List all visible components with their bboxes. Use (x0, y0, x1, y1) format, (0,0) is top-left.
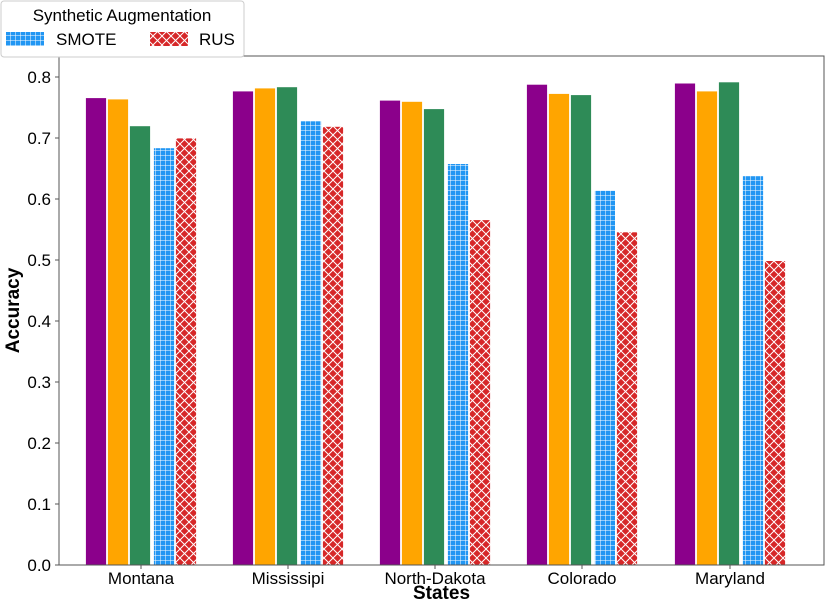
bar-series-1-colorado (526, 83, 548, 566)
x-tick-group: Montana Mississipi North-Dakota Colorado Mar… (108, 565, 765, 588)
bar-series-2-mississipi (254, 87, 276, 566)
bar-rus-mississipi (322, 126, 344, 566)
bar-rus-north-dakota (469, 219, 491, 566)
bar-series-3-colorado (570, 94, 592, 566)
x-axis-title: States (413, 583, 470, 604)
legend-label-rus: RUS (199, 30, 235, 49)
legend-swatch-rus (150, 32, 188, 46)
plot-frame (58, 55, 825, 566)
x-tick-label: North-Dakota (384, 569, 486, 588)
bar-series-2-montana (107, 98, 129, 566)
bar-smote-montana (153, 147, 175, 566)
legend: Synthetic Augmentation SMOTE RUS (0, 0, 245, 58)
y-tick-label: 0.6 (27, 190, 51, 209)
bar-series-2-north-dakota (401, 101, 423, 566)
bar-series-2-maryland (696, 90, 718, 566)
bar-series-1-mississipi (232, 90, 254, 566)
bar-smote-mississipi (300, 120, 322, 566)
bar-smote-colorado (594, 190, 616, 566)
bar-series-1-north-dakota (379, 99, 401, 566)
bar-rus-montana (175, 137, 197, 566)
legend-title: Synthetic Augmentation (33, 6, 212, 25)
y-tick-label: 0.2 (27, 434, 51, 453)
y-tick-label: 0.1 (27, 495, 51, 514)
x-tick-label: Colorado (548, 569, 617, 588)
y-tick-label: 0.8 (27, 68, 51, 87)
y-tick-label: 0.0 (27, 556, 51, 575)
y-axis-title: Accuracy (3, 267, 24, 353)
bar-series-1-montana (85, 97, 107, 566)
y-tick-label: 0.3 (27, 373, 51, 392)
legend-label-smote: SMOTE (56, 30, 116, 49)
legend-swatch-smote (6, 32, 44, 46)
y-tick-group: 0.0 0.1 0.2 0.3 0.4 0.5 0.6 0.7 0.8 (27, 68, 59, 575)
bar-rus-colorado (616, 231, 638, 566)
x-tick-label: Maryland (695, 569, 765, 588)
bar-smote-maryland (742, 175, 764, 566)
bars-group (85, 81, 786, 566)
bar-series-3-mississipi (276, 86, 298, 566)
bar-smote-north-dakota (447, 163, 469, 566)
y-tick-label: 0.4 (27, 312, 51, 331)
bar-series-3-montana (129, 125, 151, 566)
x-tick-label: Mississipi (252, 569, 325, 588)
bar-series-3-north-dakota (423, 108, 445, 566)
bar-series-1-maryland (674, 82, 696, 566)
bar-series-2-colorado (548, 93, 570, 566)
bar-series-3-maryland (718, 81, 740, 566)
x-tick-label: Montana (108, 569, 175, 588)
y-tick-label: 0.7 (27, 129, 51, 148)
y-tick-label: 0.5 (27, 251, 51, 270)
bar-rus-maryland (764, 260, 786, 566)
